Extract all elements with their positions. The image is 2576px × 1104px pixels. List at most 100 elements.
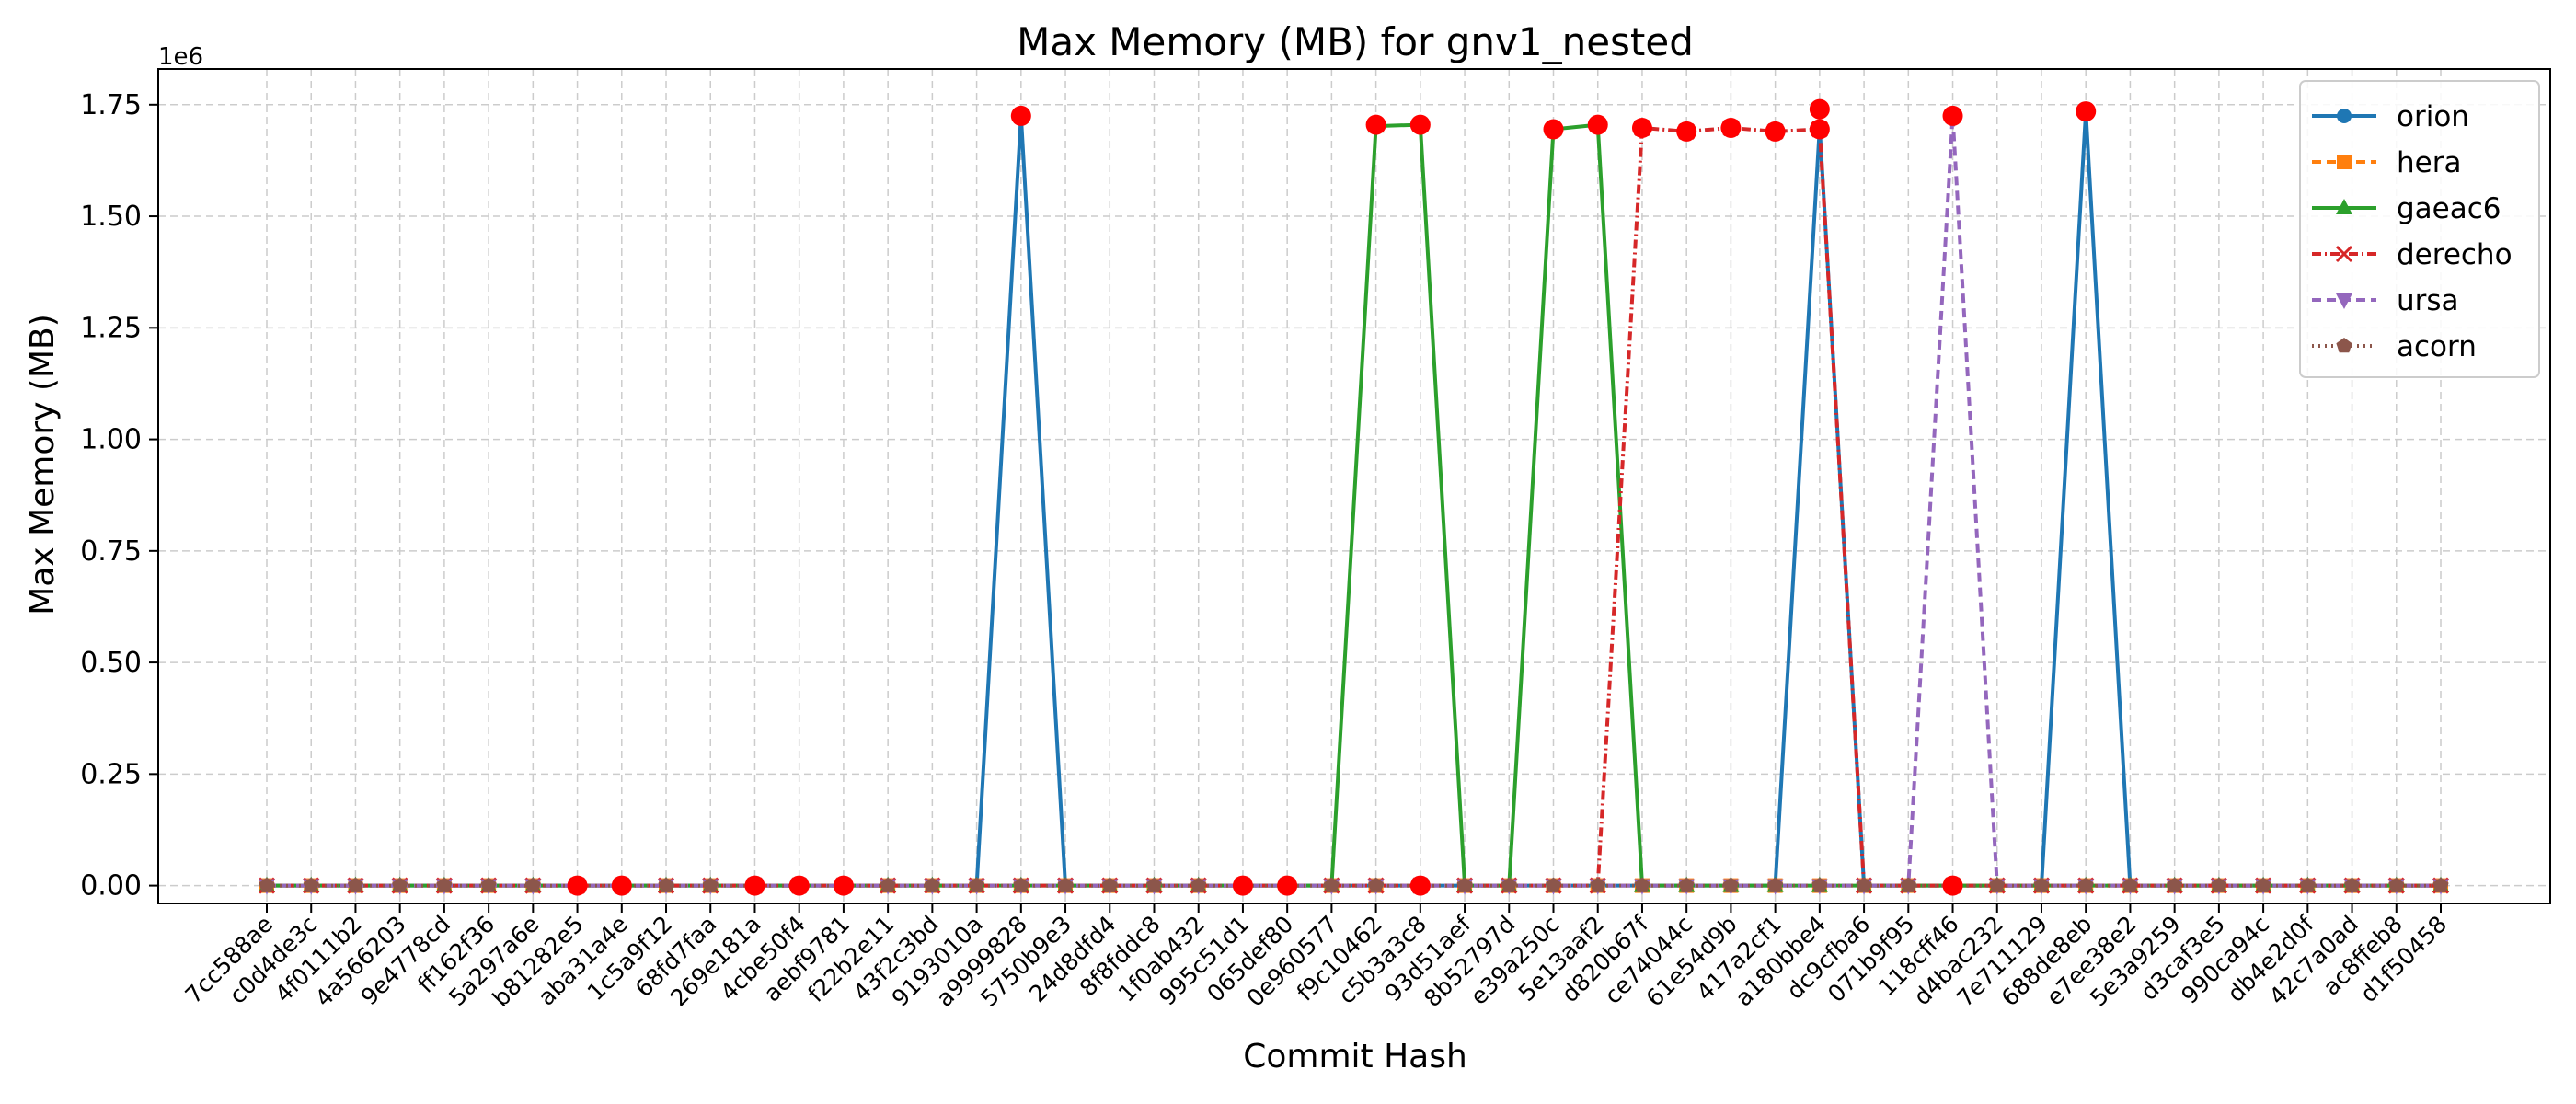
y-axis-ticks: 0.00 0.25 0.50 0.75 1.00 1.25 1.50 1.75 xyxy=(80,89,158,903)
data-point-acorn xyxy=(1323,877,1340,892)
highlight-point xyxy=(1010,105,1031,126)
data-point-acorn xyxy=(480,877,497,892)
series-line-derecho xyxy=(267,126,2441,888)
highlight-point xyxy=(1232,875,1253,896)
highlight-point xyxy=(1942,875,1963,896)
legend-marker xyxy=(2336,293,2352,309)
data-point-acorn xyxy=(1590,877,1606,892)
data-point-acorn xyxy=(880,877,896,892)
data-point-acorn xyxy=(524,877,541,892)
highlight-point xyxy=(2076,101,2097,122)
legend-marker xyxy=(2337,155,2352,169)
highlight-point xyxy=(1809,119,1830,140)
highlight-point xyxy=(833,875,854,896)
data-point-acorn xyxy=(1190,877,1207,892)
highlight-markers xyxy=(567,98,2097,896)
data-point-acorn xyxy=(924,877,940,892)
y-tick-label: 0.25 xyxy=(80,758,142,790)
highlight-point xyxy=(1587,114,1608,135)
data-point-acorn xyxy=(2033,877,2050,892)
legend: orion hera gaeac6 derecho ursa acorn xyxy=(2299,80,2540,378)
highlight-point xyxy=(1631,118,1652,139)
grid-lines xyxy=(158,69,2550,903)
data-point-acorn xyxy=(1101,877,1118,892)
highlight-point xyxy=(1277,875,1298,896)
legend-item-acorn: acorn xyxy=(2312,330,2477,363)
highlight-point xyxy=(1676,121,1697,142)
data-point-acorn xyxy=(1145,877,1162,892)
highlight-point xyxy=(1720,118,1742,139)
legend-item-gaeac6: gaeac6 xyxy=(2312,192,2501,225)
highlight-point xyxy=(567,875,588,896)
highlight-point xyxy=(1409,875,1431,896)
y-tick-label: 0.75 xyxy=(80,535,142,568)
highlight-point xyxy=(1543,119,1564,140)
y-tick-label: 1.25 xyxy=(80,312,142,344)
highlight-point xyxy=(1942,105,1963,126)
data-point-acorn xyxy=(1501,877,1517,892)
data-point-acorn xyxy=(2122,877,2138,892)
y-axis-offset-text: 1e6 xyxy=(158,43,203,71)
legend-label: orion xyxy=(2397,100,2469,133)
data-point-acorn xyxy=(1989,877,2006,892)
data-point-acorn xyxy=(2388,877,2405,892)
legend-label: hera xyxy=(2397,146,2461,179)
highlight-point xyxy=(611,875,632,896)
legend-marker xyxy=(2337,109,2352,123)
data-point-acorn xyxy=(2299,877,2316,892)
highlight-point xyxy=(1765,121,1786,142)
y-tick-label: 0.00 xyxy=(80,870,142,903)
legend-item-hera: hera xyxy=(2312,146,2461,179)
data-point-acorn xyxy=(347,877,363,892)
y-tick-label: 1.50 xyxy=(80,201,142,233)
legend-item-ursa: ursa xyxy=(2312,284,2459,317)
data-point-acorn xyxy=(436,877,453,892)
legend-marker xyxy=(2336,199,2352,214)
data-point-acorn xyxy=(1013,877,1029,892)
legend-box xyxy=(2299,80,2540,378)
data-point-acorn xyxy=(2344,877,2361,892)
data-point-acorn xyxy=(1856,877,1872,892)
data-point-acorn xyxy=(1811,877,1828,892)
y-tick-label: 1.00 xyxy=(80,424,142,456)
plot-frame xyxy=(157,68,2551,904)
legend-item-derecho: derecho xyxy=(2312,238,2513,271)
data-point-acorn xyxy=(1057,877,1074,892)
data-point-acorn xyxy=(1634,877,1650,892)
legend-label: ursa xyxy=(2397,284,2459,317)
legend-marker xyxy=(2336,338,2352,353)
data-point-acorn xyxy=(702,877,719,892)
legend-label: gaeac6 xyxy=(2397,192,2501,225)
data-point-acorn xyxy=(2255,877,2271,892)
data-point-acorn xyxy=(1678,877,1695,892)
data-point-acorn xyxy=(303,877,319,892)
data-point-acorn xyxy=(2432,877,2449,892)
data-point-acorn xyxy=(658,877,674,892)
legend-label: derecho xyxy=(2397,238,2513,271)
data-point-acorn xyxy=(1368,877,1385,892)
data-point-acorn xyxy=(259,877,275,892)
data-point-acorn xyxy=(969,877,985,892)
highlight-point xyxy=(788,875,810,896)
highlight-point xyxy=(1365,114,1386,135)
highlight-point xyxy=(744,875,765,896)
data-point-acorn xyxy=(1546,877,1562,892)
data-point-acorn xyxy=(1456,877,1473,892)
chart-title: Max Memory (MB) for gnv1_nested xyxy=(1017,19,1694,64)
data-point-acorn xyxy=(1900,877,1916,892)
legend-marker xyxy=(2335,245,2353,263)
data-point-acorn xyxy=(1767,877,1784,892)
data-point-acorn xyxy=(2077,877,2094,892)
y-tick-label: 1.75 xyxy=(80,89,142,121)
data-point-acorn xyxy=(1722,877,1739,892)
legend-item-orion: orion xyxy=(2312,100,2469,133)
y-axis-label: Max Memory (MB) xyxy=(24,314,62,615)
x-axis-label: Commit Hash xyxy=(1243,1038,1467,1075)
data-point-acorn xyxy=(392,877,408,892)
y-tick-label: 0.50 xyxy=(80,647,142,679)
data-point-acorn xyxy=(2211,877,2227,892)
highlight-point xyxy=(1809,98,1830,120)
highlight-point xyxy=(1409,114,1431,135)
